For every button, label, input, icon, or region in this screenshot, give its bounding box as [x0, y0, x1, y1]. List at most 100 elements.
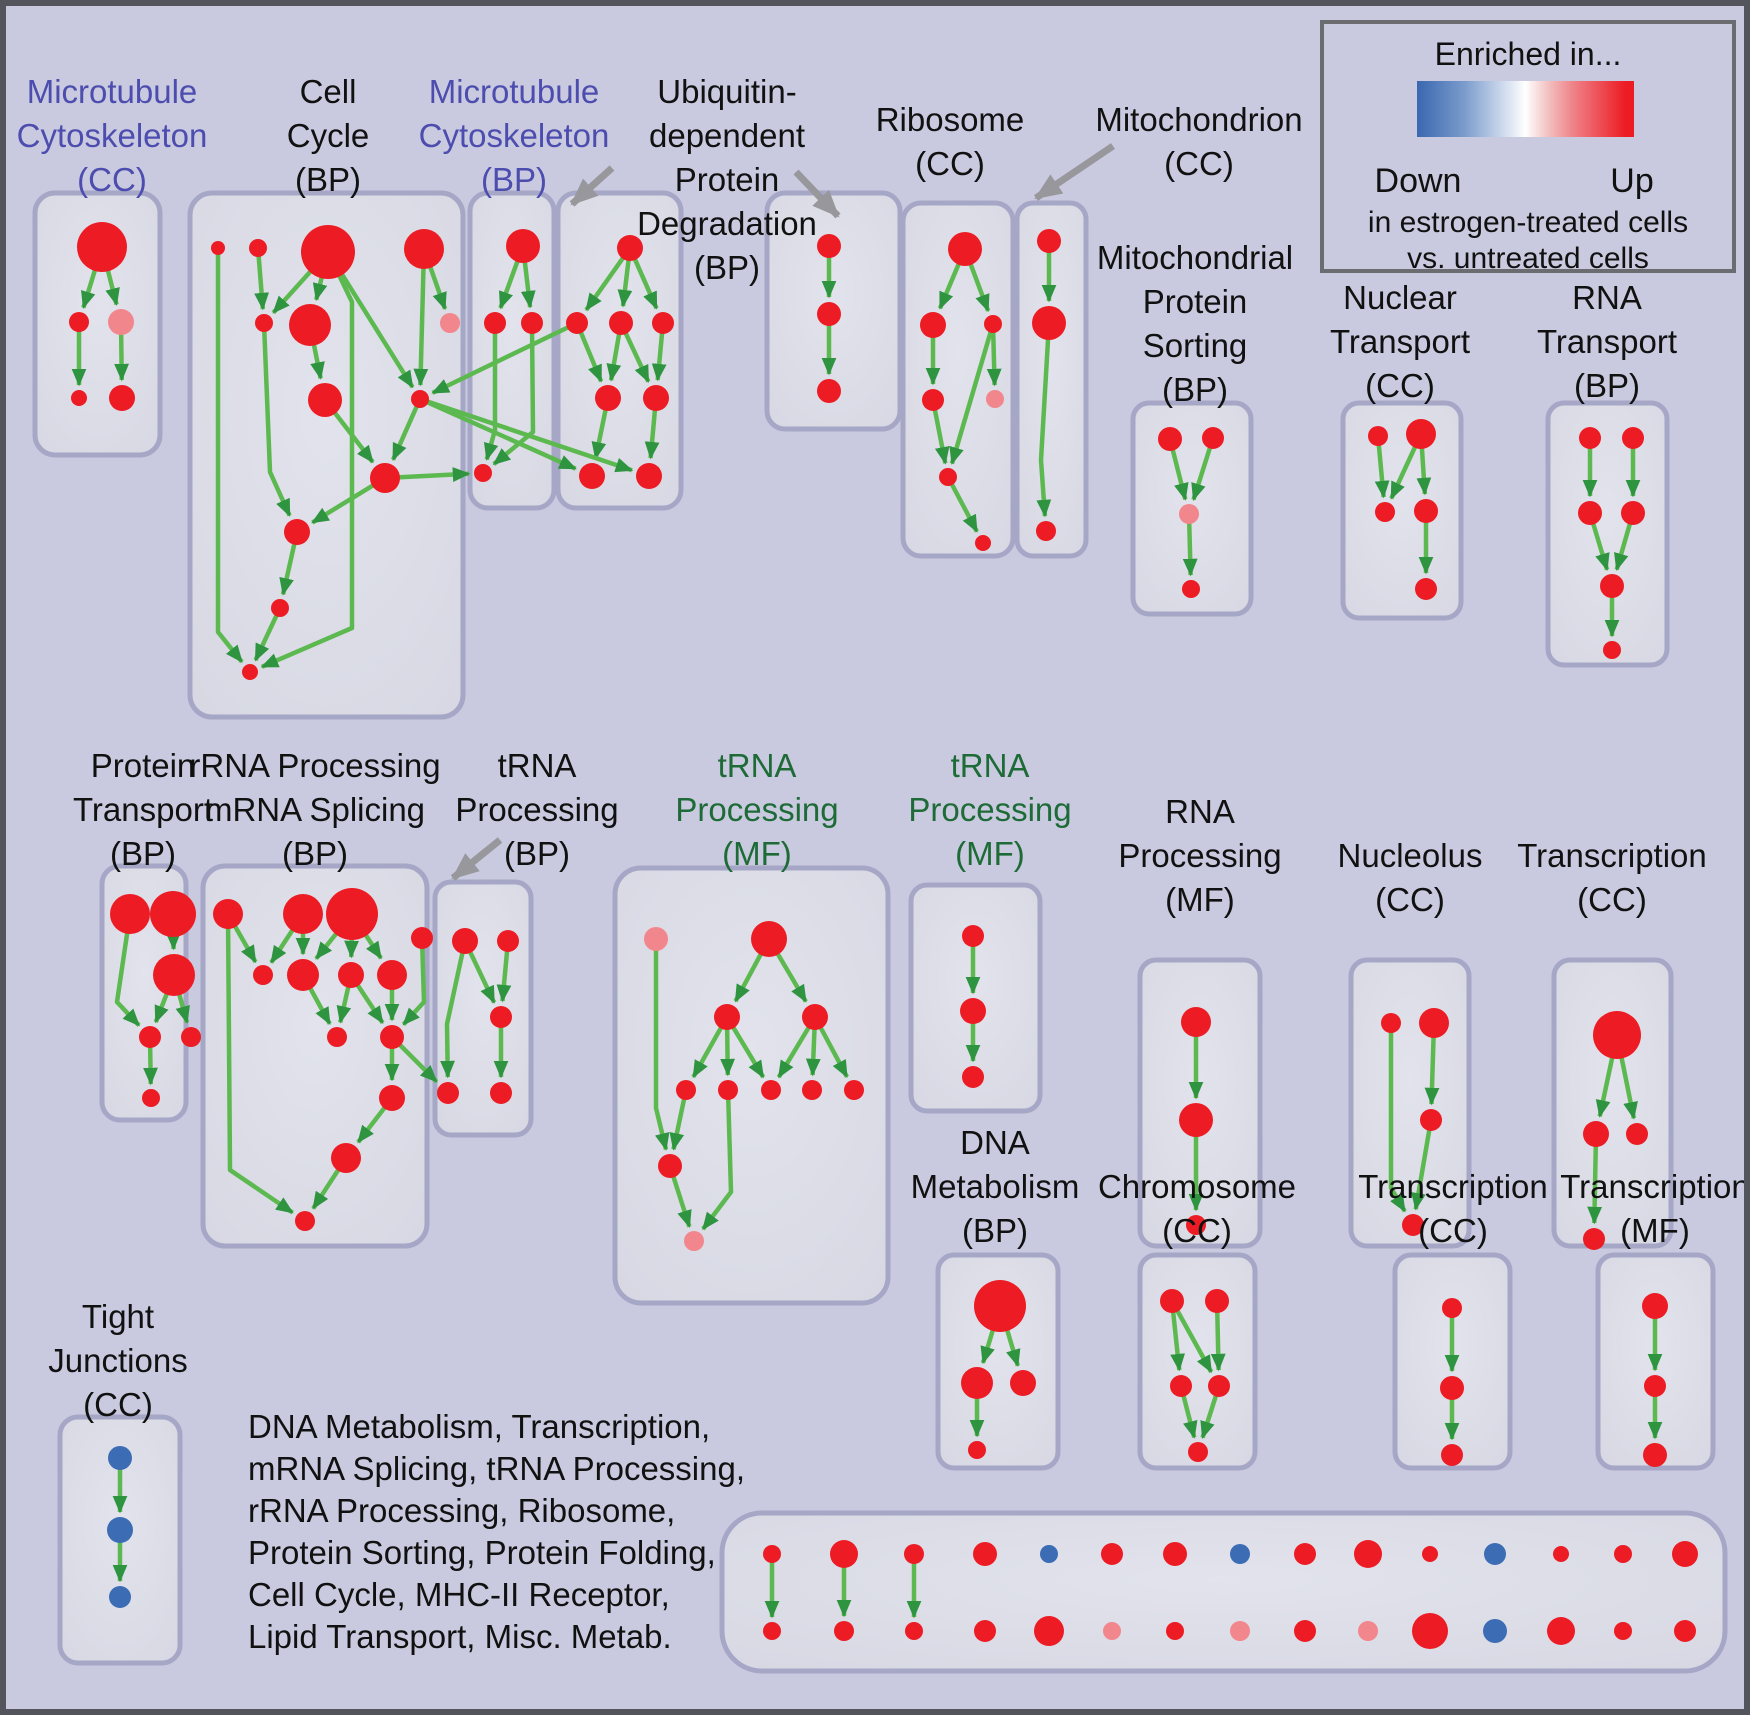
gene-node-transcription-mf-g3 [1643, 1443, 1667, 1467]
gene-node-misc-strip-st6 [1101, 1543, 1123, 1565]
gene-node-rna-processing-mf-v3 [1186, 1215, 1206, 1235]
group-box-misc-strip [719, 1510, 1728, 1674]
gene-node-chromosome-cc-y1 [1160, 1289, 1184, 1313]
gene-node-ribosome-cc-r5 [986, 390, 1004, 408]
gene-node-rrna-processing-mrna-splicing-bp-s1 [213, 899, 243, 929]
gene-node-rrna-processing-mrna-splicing-bp-s13 [295, 1211, 315, 1231]
legend-down-label: Down [1374, 162, 1462, 200]
edge-nucleolus-cc-u1-u4 [1388, 1023, 1407, 1213]
gene-node-rrna-processing-mrna-splicing-bp-s8 [377, 960, 407, 990]
gene-node-trna-processing-mf-1-f5 [676, 1080, 696, 1100]
edge-protein-transport-bp-e1-e4 [114, 913, 141, 1027]
label-pointer-arrow-1 [569, 165, 615, 207]
gene-node-transcription-cc-2-z2 [1440, 1376, 1464, 1400]
gene-node-ribosome-cc-r1 [948, 232, 982, 266]
gene-node-rrna-processing-mrna-splicing-bp-s4 [411, 927, 433, 949]
gene-node-misc-strip-sb5 [1034, 1616, 1064, 1646]
gene-node-rrna-processing-mrna-splicing-bp-s5 [253, 965, 273, 985]
group-label-protein-transport-bp: Protein Transport (BP) [73, 747, 213, 872]
edge-cell-cycle-bp-c2-c5 [254, 247, 269, 311]
gene-node-rrna-processing-mrna-splicing-bp-s7 [338, 962, 364, 988]
edge-ribosome-cc-r6-r7 [946, 475, 979, 533]
group-label-ribosome-cc: Ribosome (CC) [875, 101, 1025, 182]
edge-cell-cycle-bp-c12-c13 [253, 607, 283, 662]
gene-node-microtubule-cytoskeleton-cc-n5 [109, 385, 135, 411]
gene-node-microtubule-cytoskeleton-bp-t1 [506, 229, 540, 263]
gene-node-protein-transport-bp-e5 [181, 1027, 201, 1047]
gene-node-trna-processing-mf-1-f1 [644, 927, 668, 951]
gene-node-cell-cycle-bp-c11 [284, 519, 310, 545]
gene-node-trna-processing-bp-k1 [452, 928, 478, 954]
gene-node-cell-cycle-bp-c1 [211, 241, 225, 255]
gene-node-trna-processing-bp-k4 [437, 1082, 459, 1104]
gene-node-misc-strip-st8 [1230, 1544, 1250, 1564]
gene-node-transcription-cc-1-x2 [1583, 1121, 1609, 1147]
gene-node-trna-processing-bp-k3 [490, 1006, 512, 1028]
legend-title: Enriched in... [1434, 36, 1622, 72]
gene-node-trna-processing-mf-2-h3 [962, 1066, 984, 1088]
edge-trna-processing-mf-1-f5-f10 [669, 1089, 689, 1151]
gene-node-misc-strip-sb8 [1230, 1621, 1250, 1641]
gene-node-ribosome-cc-r3 [984, 315, 1002, 333]
group-label-transcription-cc-2: Transcription (CC) [1358, 1168, 1548, 1249]
gene-node-microtubule-cytoskeleton-bp-t2 [484, 312, 506, 334]
edge-trna-processing-bp-k1-k4 [440, 940, 468, 1079]
gene-node-rna-processing-mf-v2 [1179, 1103, 1213, 1137]
gene-node-misc-strip-st11 [1422, 1546, 1438, 1562]
gene-node-chromosome-cc-y5 [1188, 1442, 1208, 1462]
gene-node-mitochondrion-cc-m1 [1037, 229, 1061, 253]
gene-node-transcription-cc-2-z3 [1441, 1444, 1463, 1466]
gene-node-misc-strip-sb12 [1483, 1619, 1507, 1643]
gene-node-cell-cycle-bp-c3 [301, 225, 355, 279]
gene-node-transcription-cc-2-z1 [1442, 1298, 1462, 1318]
gene-node-protein-transport-bp-e1 [110, 894, 150, 934]
gene-node-nuclear-transport-cc-q1 [1368, 426, 1388, 446]
gene-node-mitochondrion-cc-m3 [1036, 521, 1056, 541]
gene-node-dna-metabolism-bp-d3 [1010, 1370, 1036, 1396]
gene-node-misc-strip-sb11 [1412, 1613, 1448, 1649]
gene-node-misc-strip-st2 [830, 1540, 858, 1568]
gene-node-mitochondrial-protein-sorting-bp-p3 [1179, 504, 1199, 524]
group-label-trna-processing-mf-1: tRNA Processing (MF) [675, 747, 839, 872]
group-box-dna-metabolism-bp [935, 1252, 1061, 1471]
gene-node-protein-transport-bp-e3 [153, 954, 195, 996]
gene-node-misc-strip-st3 [904, 1544, 924, 1564]
edge-nuclear-transport-cc-q1-q3 [1374, 435, 1390, 499]
edge-microtubule-cytoskeleton-bp-t3-t4 [492, 322, 536, 466]
group-box-trna-processing-mf-2 [908, 882, 1043, 1114]
gene-node-misc-strip-sb4 [974, 1620, 996, 1642]
gene-node-ubiquitin-degradation-bp-a-a5 [595, 385, 621, 411]
edge-transcription-cc-1-x2-x4 [1587, 1133, 1603, 1225]
edge-cell-cycle-bp-c4-c9 [413, 248, 429, 387]
label-pointer-arrow-4 [450, 837, 503, 881]
gene-node-misc-strip-st15 [1672, 1541, 1698, 1567]
gene-node-dna-metabolism-bp-d4 [968, 1441, 986, 1459]
gene-node-trna-processing-mf-1-f7 [761, 1080, 781, 1100]
gene-node-cell-cycle-bp-c8 [440, 313, 460, 333]
legend-caption-line1: in estrogen-treated cells [1367, 206, 1689, 239]
gene-node-cell-cycle-bp-c2 [249, 239, 267, 257]
group-label-ubiquitin-degradation-bp-a: Ubiquitin- dependent Protein Degradation… [637, 73, 817, 286]
gene-node-cell-cycle-bp-c13 [242, 664, 258, 680]
edge-cell-cycle-bp-c5-c11 [261, 322, 292, 517]
gene-node-trna-processing-bp-k5 [490, 1082, 512, 1104]
gene-node-rna-transport-bp-w2 [1622, 427, 1644, 449]
gene-node-ubiquitin-degradation-bp-a-a1 [617, 235, 643, 261]
gene-node-rna-transport-bp-w1 [1579, 427, 1601, 449]
gene-node-misc-strip-st13 [1553, 1546, 1569, 1562]
gene-node-microtubule-cytoskeleton-bp-t3 [521, 312, 543, 334]
gene-node-ribosome-cc-r7 [975, 535, 991, 551]
gene-node-rrna-processing-mrna-splicing-bp-s3 [326, 888, 378, 940]
edge-microtubule-cytoskeleton-bp-t2-t4 [483, 323, 499, 461]
group-box-ubiquitin-degradation-bp-a [555, 190, 684, 511]
gene-node-misc-strip-sb7 [1166, 1622, 1184, 1640]
gene-node-ubiquitin-degradation-bp-a-a3 [609, 311, 633, 335]
gene-node-misc-strip-sb9 [1294, 1620, 1316, 1642]
edge-nucleolus-cc-u3-u4 [1411, 1119, 1434, 1211]
gene-node-transcription-cc-1-x3 [1626, 1123, 1648, 1145]
gene-node-nuclear-transport-cc-q4 [1414, 499, 1438, 523]
gene-node-transcription-mf-g2 [1644, 1375, 1666, 1397]
gene-node-ubiquitin-degradation-bp-a-a4 [652, 312, 674, 334]
